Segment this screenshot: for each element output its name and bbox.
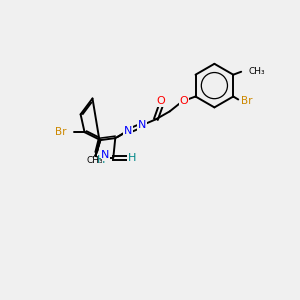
Text: N: N	[101, 150, 110, 160]
Text: O: O	[157, 97, 165, 106]
Text: N: N	[138, 120, 146, 130]
Text: Br: Br	[55, 127, 67, 137]
Text: N: N	[124, 126, 132, 136]
Text: Br: Br	[241, 97, 253, 106]
Text: H: H	[128, 153, 136, 163]
Text: CH₃: CH₃	[248, 67, 265, 76]
Text: H: H	[97, 155, 106, 165]
Text: O: O	[179, 97, 188, 106]
Text: CH₃: CH₃	[86, 156, 103, 165]
